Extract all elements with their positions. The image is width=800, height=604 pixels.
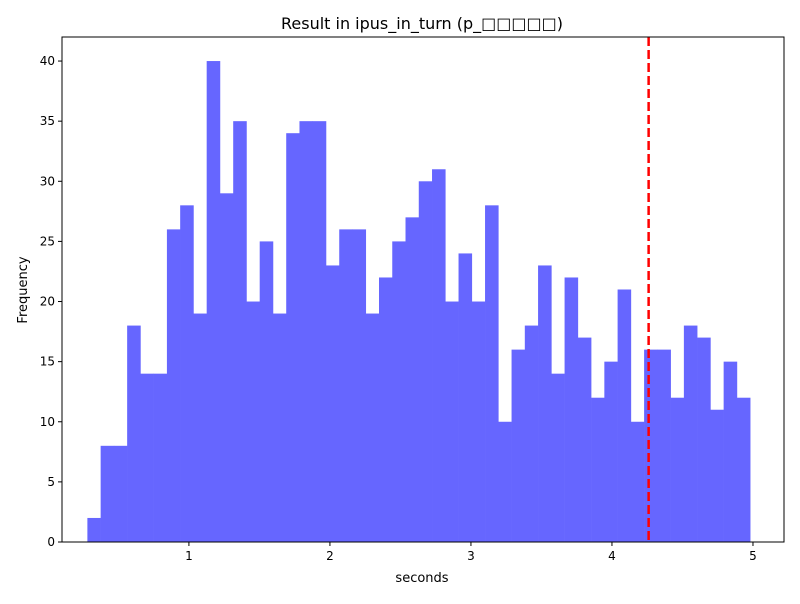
histogram-bar — [272, 313, 287, 542]
histogram-bar — [471, 301, 486, 542]
chart-title: Result in ipus_in_turn (p_□□□□□) — [281, 14, 563, 34]
histogram-bar — [697, 337, 711, 542]
histogram-bar — [140, 373, 154, 542]
histogram-bar — [551, 373, 565, 542]
histogram-bar — [219, 193, 234, 543]
histogram-bar — [630, 421, 645, 542]
y-tick-label: 20 — [40, 295, 55, 309]
histogram-bar — [617, 289, 632, 542]
x-tick-label: 3 — [467, 549, 475, 563]
histogram-bar — [657, 349, 671, 542]
histogram-bar — [100, 445, 115, 542]
histogram-bar — [246, 301, 261, 542]
x-axis-label: seconds — [395, 571, 448, 586]
histogram-bar — [259, 241, 274, 542]
histogram-bar — [710, 409, 724, 542]
x-tick-label: 1 — [185, 549, 193, 563]
y-tick-label: 30 — [40, 174, 55, 188]
histogram-bar — [644, 349, 658, 542]
histogram-bar — [683, 325, 698, 542]
y-axis-ticks: 0 5 10 15 20 25 30 35 40 — [40, 54, 62, 549]
histogram-bar — [723, 361, 738, 542]
histogram-bar — [325, 265, 340, 542]
histogram-bar — [485, 205, 499, 543]
histogram-bar — [458, 253, 473, 542]
y-tick-label: 5 — [47, 475, 55, 489]
histogram-bar — [538, 265, 552, 542]
histogram-bar — [193, 313, 207, 542]
histogram-bar — [299, 121, 314, 543]
histogram-bar — [445, 301, 459, 542]
histogram-bar — [511, 349, 526, 542]
histogram-bar — [206, 61, 221, 543]
histogram-bar — [339, 229, 353, 542]
axes-frame — [61, 36, 785, 543]
histogram-bar — [432, 169, 446, 542]
histogram-bar — [524, 325, 539, 542]
histogram-bar — [405, 217, 420, 542]
bars-group — [87, 61, 751, 543]
y-tick-label: 40 — [40, 54, 55, 68]
histogram-bar — [153, 373, 168, 542]
x-tick-label: 5 — [749, 549, 757, 563]
x-axis-ticks: 1 2 3 4 5 — [185, 542, 757, 563]
histogram-bar — [418, 181, 433, 543]
histogram-bar — [577, 337, 592, 542]
histogram-bar — [286, 133, 300, 542]
histogram-bar — [736, 397, 751, 542]
histogram-bar — [564, 277, 579, 542]
x-tick-label: 2 — [326, 549, 334, 563]
y-axis-label: Frequency — [16, 256, 31, 323]
histogram-bar — [670, 397, 685, 542]
histogram-bar — [312, 121, 327, 543]
x-tick-label: 4 — [608, 549, 616, 563]
histogram-bar — [166, 229, 181, 542]
y-tick-label: 15 — [40, 355, 55, 369]
histogram-bar — [233, 121, 247, 543]
histogram-bar — [392, 241, 406, 542]
histogram-bar — [604, 361, 618, 542]
histogram-bar — [379, 277, 393, 542]
histogram-bar — [87, 517, 101, 542]
y-tick-label: 10 — [40, 415, 55, 429]
histogram-bar — [127, 325, 141, 542]
histogram-bar — [352, 229, 367, 542]
histogram-bar — [498, 421, 512, 542]
histogram-bar — [113, 445, 128, 542]
histogram-bar — [365, 313, 380, 542]
y-tick-label: 0 — [47, 535, 55, 549]
y-tick-label: 25 — [40, 234, 55, 248]
histogram-bar — [591, 397, 605, 542]
y-tick-label: 35 — [40, 114, 55, 128]
histogram-bar — [180, 205, 194, 543]
